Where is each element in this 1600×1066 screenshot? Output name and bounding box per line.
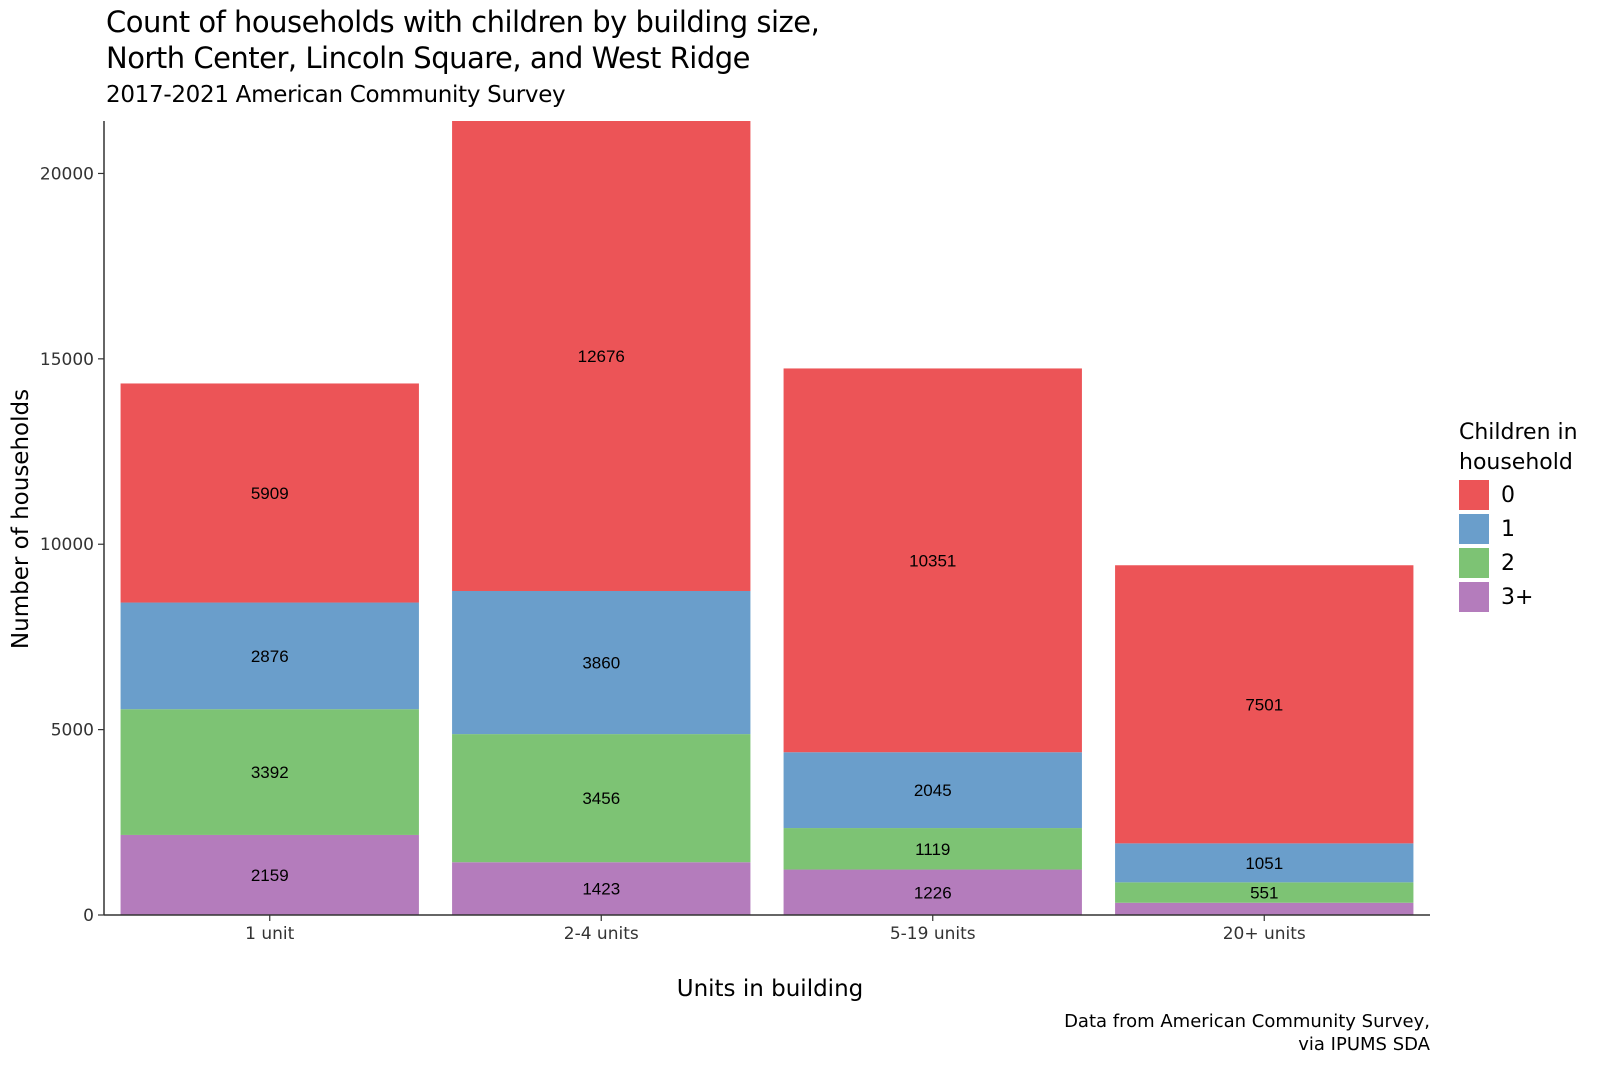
x-axis-label: Units in building — [676, 976, 864, 1002]
bar-segment — [452, 862, 751, 915]
bar-segment — [120, 383, 419, 603]
bar-value-label: 1051 — [1245, 854, 1283, 873]
bar-segment — [783, 752, 1082, 829]
x-tick-label: 1 unit — [245, 924, 294, 944]
legend-swatch — [1459, 480, 1489, 510]
y-tick-label: 0 — [83, 906, 94, 926]
legend-label: 3+ — [1501, 584, 1534, 610]
legend-swatch — [1459, 548, 1489, 578]
legend-items: 0 1 2 3+ — [1459, 478, 1578, 614]
legend-item: 1 — [1459, 512, 1578, 546]
y-tick-label: 20000 — [40, 164, 94, 184]
legend-title-line-1: Children in — [1459, 420, 1578, 445]
bar-value-label: 1226 — [914, 883, 952, 902]
x-tick-label: 2-4 units — [564, 924, 639, 944]
chart-subtitle: 2017-2021 American Community Survey — [106, 82, 566, 108]
bar-value-label: 3392 — [251, 763, 289, 782]
caption-line-1: Data from American Community Survey, — [1064, 1011, 1430, 1032]
legend-label: 2 — [1501, 550, 1515, 576]
y-tick-label: 5000 — [51, 721, 94, 741]
chart-title: Count of households with children by bui… — [106, 4, 820, 76]
x-tick-label: 5-19 units — [890, 924, 976, 944]
bar-value-label: 2045 — [914, 781, 952, 800]
legend-label: 1 — [1501, 516, 1515, 542]
bar-value-label: 3456 — [582, 789, 620, 808]
bar-value-label: 12676 — [578, 347, 625, 366]
chart-title-line-2: North Center, Lincoln Square, and West R… — [106, 41, 751, 75]
bar-value-label: 7501 — [1245, 695, 1283, 714]
bar-segment — [1115, 565, 1414, 844]
y-tick-label: 15000 — [40, 350, 94, 370]
y-axis-label: Number of households — [8, 388, 34, 650]
bar-value-label: 1119 — [915, 840, 950, 859]
chart-caption: Data from American Community Survey, via… — [930, 1010, 1430, 1056]
bar-segment — [1115, 843, 1414, 883]
legend: Children in household 0 1 2 3+ — [1459, 418, 1578, 614]
bar-segment — [783, 869, 1082, 915]
legend-title-line-2: household — [1459, 450, 1573, 475]
legend-item: 0 — [1459, 478, 1578, 512]
legend-title: Children in household — [1459, 418, 1578, 478]
legend-swatch — [1459, 582, 1489, 612]
legend-label: 0 — [1501, 482, 1515, 508]
bar-segment — [452, 590, 751, 735]
bar-value-label: 10351 — [909, 551, 956, 570]
bar-value-label: 1423 — [582, 880, 620, 899]
bar-value-label: 5909 — [251, 484, 289, 503]
chart-title-line-1: Count of households with children by bui… — [106, 5, 820, 39]
bar-segment — [783, 828, 1082, 870]
legend-swatch — [1459, 514, 1489, 544]
x-tick-label: 20+ units — [1223, 924, 1306, 944]
caption-line-2: via IPUMS SDA — [1298, 1034, 1430, 1055]
bar-value-label: 551 — [1250, 884, 1278, 903]
bar-segment — [452, 121, 751, 591]
bar-value-label: 2876 — [251, 647, 289, 666]
bar-segment — [1115, 902, 1414, 915]
y-tick-label: 10000 — [40, 535, 94, 555]
bar-value-label: 3860 — [582, 654, 620, 673]
bar-segment — [120, 709, 419, 835]
legend-item: 2 — [1459, 546, 1578, 580]
bar-segment — [120, 602, 419, 710]
legend-item: 3+ — [1459, 580, 1578, 614]
bar-segment — [120, 834, 419, 915]
bar-segment — [783, 368, 1082, 753]
bar-value-label: 2159 — [251, 866, 289, 885]
bar-segment — [1115, 882, 1414, 903]
bar-segment — [452, 734, 751, 863]
